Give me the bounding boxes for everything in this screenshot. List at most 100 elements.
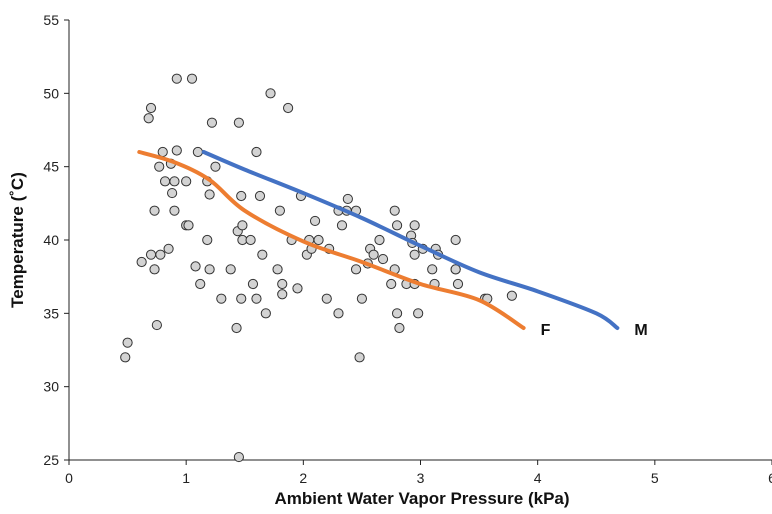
- data-point: [157, 146, 168, 158]
- y-axis-title: Temperature (˚C): [8, 172, 27, 308]
- data-point: [257, 249, 268, 260]
- y-tick-label: 55: [43, 12, 59, 28]
- y-axis-ticks: 25 30 35 40 45 50 55: [43, 12, 69, 468]
- trend-line-label-m: M: [634, 322, 647, 339]
- data-point: [283, 102, 294, 114]
- data-point: [413, 308, 424, 319]
- data-point: [394, 322, 405, 334]
- data-point: [452, 278, 464, 290]
- data-point: [143, 113, 154, 124]
- x-tick-label: 1: [182, 470, 190, 486]
- data-point: [233, 451, 244, 463]
- data-point: [321, 293, 332, 304]
- y-tick-label: 40: [43, 232, 59, 248]
- data-point: [391, 308, 403, 319]
- x-tick-label: 0: [65, 470, 73, 486]
- x-tick-label: 2: [299, 470, 307, 486]
- x-tick-label: 4: [534, 470, 542, 486]
- data-point: [204, 189, 215, 200]
- data-point: [409, 220, 420, 231]
- x-tick-label: 6: [768, 470, 772, 486]
- data-point: [169, 176, 180, 187]
- x-axis-ticks: 0 1 2 3 4 5 6: [65, 460, 772, 486]
- data-point: [409, 249, 420, 260]
- data-point: [386, 278, 397, 290]
- data-point: [183, 220, 194, 231]
- x-tick-label: 3: [417, 470, 425, 486]
- data-point: [149, 205, 160, 216]
- data-point: [236, 190, 247, 202]
- data-point: [251, 293, 262, 304]
- data-point: [254, 190, 266, 202]
- trend-line-f: [137, 150, 526, 330]
- data-point: [506, 290, 517, 301]
- data-point: [245, 234, 256, 246]
- data-point: [272, 264, 283, 275]
- data-point: [231, 322, 242, 334]
- data-point: [186, 73, 198, 84]
- trend-lines: [137, 150, 620, 330]
- data-point: [149, 264, 160, 275]
- data-point: [350, 264, 362, 275]
- data-point: [202, 234, 213, 246]
- axes: [68, 20, 772, 461]
- trend-line-m: [201, 150, 620, 330]
- data-point: [260, 308, 271, 319]
- data-point: [277, 278, 288, 290]
- trend-line-labels: MF: [541, 322, 648, 339]
- data-point: [225, 264, 236, 275]
- data-point: [427, 264, 438, 275]
- data-point: [336, 220, 348, 231]
- data-point: [292, 283, 303, 294]
- data-point: [309, 215, 321, 227]
- data-point: [236, 293, 247, 304]
- y-tick-label: 25: [43, 452, 59, 468]
- data-point: [274, 205, 285, 216]
- data-point: [333, 308, 344, 319]
- data-point: [206, 117, 218, 128]
- x-tick-label: 5: [651, 470, 659, 486]
- data-point: [356, 293, 368, 304]
- y-tick-label: 50: [43, 85, 59, 101]
- data-point: [154, 161, 165, 172]
- data-point: [192, 146, 203, 158]
- data-point: [313, 234, 324, 246]
- data-point: [247, 278, 259, 290]
- data-point: [169, 205, 180, 216]
- data-point: [216, 293, 227, 304]
- data-point: [151, 319, 162, 331]
- y-tick-label: 35: [43, 305, 59, 321]
- trend-line-label-f: F: [541, 322, 551, 339]
- data-point: [374, 234, 385, 246]
- data-point: [145, 249, 157, 260]
- data-point: [354, 352, 365, 363]
- data-point: [136, 256, 147, 268]
- data-point: [145, 102, 157, 114]
- data-point: [277, 289, 288, 300]
- data-point: [233, 117, 244, 128]
- y-tick-label: 45: [43, 159, 59, 175]
- data-point: [237, 220, 248, 231]
- data-point: [204, 264, 215, 275]
- data-point: [122, 337, 133, 348]
- data-point: [342, 193, 353, 205]
- data-point: [389, 205, 400, 216]
- data-points: [120, 73, 517, 463]
- y-tick-label: 30: [43, 379, 59, 395]
- data-point: [450, 264, 461, 275]
- data-point: [181, 176, 192, 187]
- data-point: [120, 352, 131, 363]
- data-point: [391, 220, 403, 231]
- data-point: [265, 88, 276, 99]
- x-axis-title: Ambient Water Vapor Pressure (kPa): [274, 489, 569, 508]
- data-point: [163, 243, 174, 254]
- data-point: [159, 176, 171, 187]
- data-point: [171, 145, 182, 156]
- data-point: [450, 234, 461, 246]
- data-point: [190, 261, 201, 272]
- data-point: [368, 249, 379, 260]
- data-point: [210, 161, 221, 172]
- data-point: [167, 187, 178, 199]
- data-point: [251, 146, 262, 158]
